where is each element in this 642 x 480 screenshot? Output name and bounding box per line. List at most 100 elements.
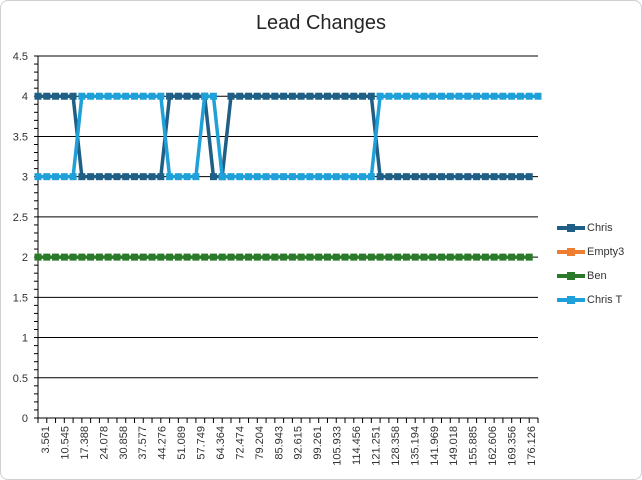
data-point-chris xyxy=(183,92,191,100)
data-point-ben xyxy=(516,253,524,261)
data-point-ben xyxy=(376,253,384,261)
data-point-ben xyxy=(402,253,410,261)
data-point-ben xyxy=(78,253,86,261)
x-tick-label: 176.126 xyxy=(526,426,538,466)
x-tick-label: 128.358 xyxy=(390,426,402,466)
data-point-chris-t xyxy=(218,173,226,181)
data-point-chris-t xyxy=(376,92,384,100)
data-point-ben xyxy=(69,253,77,261)
data-point-ben xyxy=(385,253,393,261)
x-tick-label: 114.456 xyxy=(351,426,363,465)
legend-item-empty3: Empty3 xyxy=(557,240,624,264)
data-point-chris-t xyxy=(508,92,516,100)
data-point-ben xyxy=(508,253,516,261)
data-point-chris xyxy=(87,173,95,181)
y-tick-label: 3 xyxy=(22,172,28,184)
data-point-chris-t xyxy=(166,173,174,181)
data-point-chris xyxy=(69,92,77,100)
data-point-chris xyxy=(271,92,279,100)
data-point-ben xyxy=(297,253,305,261)
data-point-chris-t xyxy=(411,92,419,100)
data-point-ben xyxy=(87,253,95,261)
data-point-chris xyxy=(359,92,367,100)
data-point-chris xyxy=(130,173,138,181)
y-tick-label: 2 xyxy=(22,252,28,264)
data-point-chris xyxy=(139,173,147,181)
data-point-chris-t xyxy=(464,92,472,100)
data-point-chris xyxy=(60,92,68,100)
data-point-ben xyxy=(490,253,498,261)
series-line-chris-t xyxy=(38,94,538,179)
data-point-chris xyxy=(376,173,384,181)
data-point-ben xyxy=(52,253,60,261)
data-point-chris-t xyxy=(525,92,533,100)
data-point-ben xyxy=(350,253,358,261)
data-point-ben xyxy=(201,253,209,261)
data-point-chris-t xyxy=(52,173,60,181)
data-point-chris-t xyxy=(455,92,463,100)
data-point-chris-t xyxy=(534,92,542,100)
data-point-chris-t xyxy=(429,92,437,100)
data-point-chris-t xyxy=(183,173,191,181)
data-point-chris-t xyxy=(446,92,454,100)
data-point-chris xyxy=(525,173,533,181)
data-point-chris xyxy=(288,92,296,100)
data-point-chris-t xyxy=(78,92,86,100)
data-point-ben xyxy=(288,253,296,261)
data-point-chris xyxy=(394,173,402,181)
data-point-ben xyxy=(359,253,367,261)
data-point-chris xyxy=(402,173,410,181)
data-point-ben xyxy=(499,253,507,261)
data-point-chris xyxy=(34,92,42,100)
data-point-chris-t xyxy=(341,173,349,181)
data-point-chris-t xyxy=(516,92,524,100)
data-point-chris xyxy=(350,92,358,100)
chart-title: Lead Changes xyxy=(255,12,387,34)
x-tick-label: 169.356 xyxy=(507,426,519,466)
x-tick-label: 64.364 xyxy=(215,426,227,460)
data-point-chris xyxy=(411,173,419,181)
data-point-chris xyxy=(323,92,331,100)
legend-label-chris: Chris xyxy=(587,222,613,234)
data-point-chris-t xyxy=(95,92,103,100)
data-point-ben xyxy=(209,253,217,261)
data-point-ben xyxy=(34,253,42,261)
data-point-chris-t xyxy=(297,173,305,181)
legend-swatch-chris-t xyxy=(557,295,585,305)
data-point-ben xyxy=(122,253,130,261)
data-point-ben xyxy=(341,253,349,261)
legend-swatch-empty3 xyxy=(557,247,585,257)
data-point-chris xyxy=(438,173,446,181)
data-point-ben xyxy=(367,253,375,261)
data-point-chris xyxy=(516,173,524,181)
data-point-ben xyxy=(245,253,253,261)
data-point-chris-t xyxy=(359,173,367,181)
data-point-chris-t xyxy=(174,173,182,181)
x-tick-label: 57.749 xyxy=(196,426,208,460)
data-point-chris-t xyxy=(280,173,288,181)
data-point-chris xyxy=(332,92,340,100)
data-point-ben xyxy=(130,253,138,261)
data-point-chris-t xyxy=(323,173,331,181)
data-point-chris xyxy=(104,173,112,181)
data-point-chris-t xyxy=(367,173,375,181)
legend-item-chris-t: Chris T xyxy=(557,288,624,312)
data-point-chris-t xyxy=(201,92,209,100)
data-point-chris-t xyxy=(148,92,156,100)
data-point-chris xyxy=(341,92,349,100)
data-point-chris-t xyxy=(113,92,121,100)
y-tick-label: 3.5 xyxy=(13,131,28,143)
x-tick-label: 149.018 xyxy=(448,426,460,466)
data-point-chris-t xyxy=(332,173,340,181)
data-point-ben xyxy=(280,253,288,261)
data-point-ben xyxy=(113,253,121,261)
data-point-chris xyxy=(78,173,86,181)
x-tick-label: 99.261 xyxy=(312,426,324,460)
data-point-chris-t xyxy=(104,92,112,100)
data-point-chris xyxy=(315,92,323,100)
y-tick-label: 1.5 xyxy=(13,292,28,304)
legend-item-ben: Ben xyxy=(557,264,624,288)
data-point-chris xyxy=(236,92,244,100)
data-point-chris xyxy=(385,173,393,181)
data-point-ben xyxy=(227,253,235,261)
